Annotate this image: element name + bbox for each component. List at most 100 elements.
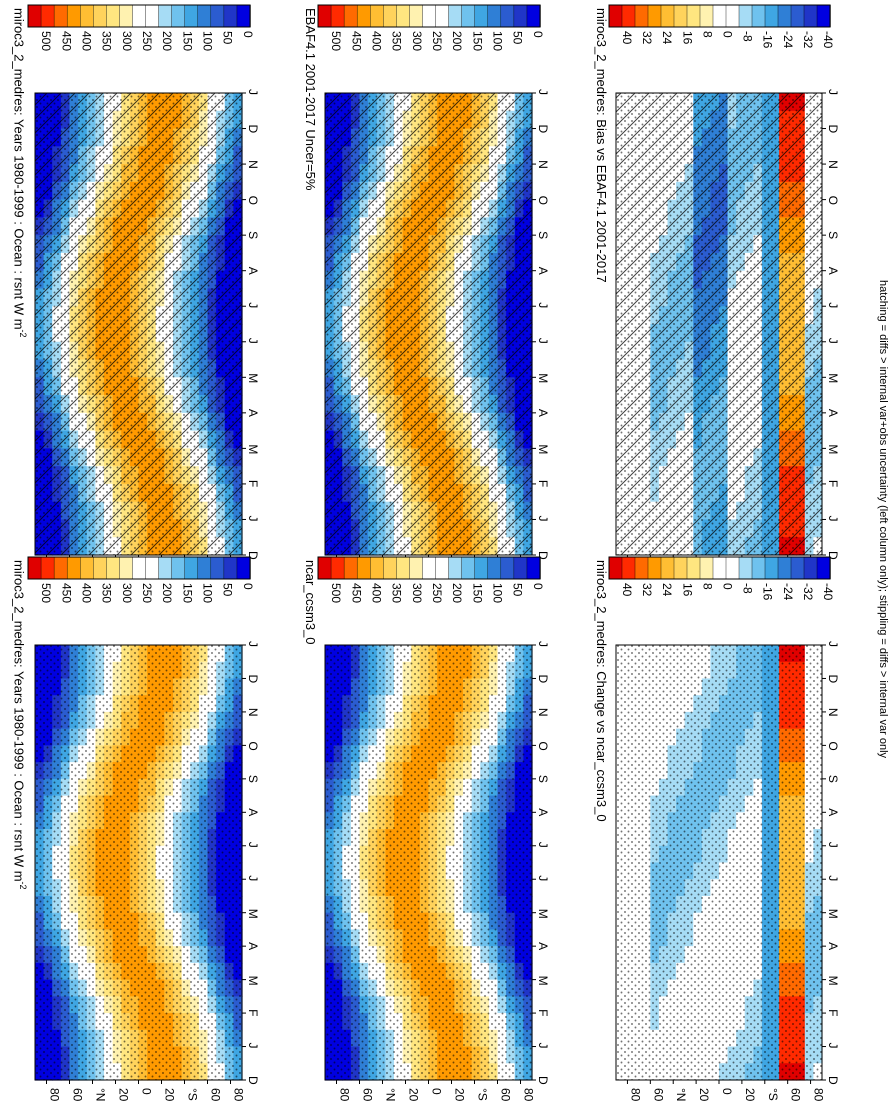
x-tick-label: A	[826, 808, 840, 816]
colorbar-swatch	[634, 4, 649, 28]
y-tick-label: 60	[789, 1088, 803, 1102]
colorbar-label: 200	[160, 583, 174, 603]
x-tick-label: A	[536, 409, 550, 417]
colorbar-swatch	[184, 4, 199, 28]
colorbar-label: 32	[640, 31, 654, 45]
y-tick-label: 60	[209, 1088, 223, 1102]
x-tick-label: M	[246, 444, 260, 454]
colorbar-swatch	[725, 4, 740, 28]
x-tick-label: M	[536, 444, 550, 454]
colorbar-label: 250	[140, 31, 154, 51]
colorbar-label: 400	[79, 31, 93, 51]
colorbar-swatch	[526, 556, 541, 580]
colorbar-swatch	[330, 556, 345, 580]
x-tick-label: J	[826, 302, 840, 308]
colorbar-label: 16	[680, 583, 694, 597]
y-tick-label: 60	[71, 1088, 85, 1102]
x-tick-label: M	[246, 373, 260, 383]
colorbar-swatch	[66, 4, 81, 28]
panel-p2: 8060°N20020°S6080DJFMAMJJASONDJ500450400…	[317, 4, 550, 577]
colorbar-swatch	[343, 556, 358, 580]
colorbar-label: 250	[140, 583, 154, 603]
colorbar-swatch	[738, 4, 753, 28]
x-tick-label: M	[246, 909, 260, 919]
colorbar-swatch	[330, 4, 345, 28]
colorbar-swatch	[236, 556, 251, 580]
x-tick-label: N	[246, 708, 260, 717]
x-tick-label: S	[536, 231, 550, 239]
panel-title-text: miroc3_2_medres: Bias vs EBAF4.1 2001-20…	[594, 8, 609, 283]
colorbar-swatch	[712, 4, 727, 28]
y-tick-label: 80	[338, 1088, 352, 1102]
x-tick-label: O	[536, 196, 550, 205]
x-tick-label: S	[536, 775, 550, 783]
colorbar-label: 0	[531, 31, 545, 38]
x-tick-label: S	[246, 775, 260, 783]
colorbar-frame	[317, 556, 541, 580]
colorbar-swatch	[526, 4, 541, 28]
colorbar-label: 200	[450, 583, 464, 603]
y-tick-label: 20	[407, 1088, 421, 1102]
x-tick-label: A	[246, 942, 260, 950]
x-tick-label: N	[826, 708, 840, 717]
colorbar-label: 50	[221, 31, 235, 45]
x-tick-label: J	[826, 338, 840, 344]
colorbar-swatch	[803, 556, 818, 580]
colorbar-label: 350	[390, 31, 404, 51]
x-tick-label: J	[246, 302, 260, 308]
x-tick-label: A	[536, 808, 550, 816]
colorbar-label: 50	[511, 31, 525, 45]
colorbar-swatch	[383, 556, 398, 580]
colorbar-swatch	[790, 4, 805, 28]
colorbar-swatch	[764, 4, 779, 28]
colorbar-label: 300	[410, 31, 424, 51]
colorbar-label: 40	[620, 583, 634, 597]
colorbar-swatch	[474, 556, 489, 580]
x-tick-label: J	[826, 641, 840, 647]
stipple-overlay	[325, 645, 532, 1080]
panel-title-text: miroc3_2_medres: Years 1980-1999 : Ocean…	[11, 8, 27, 330]
x-tick-label: J	[246, 641, 260, 647]
x-tick-label: F	[536, 1009, 550, 1016]
x-tick-label: D	[826, 125, 840, 134]
colorbar-label: 400	[369, 31, 383, 51]
colorbar-swatch	[686, 4, 701, 28]
x-tick-label: J	[826, 1043, 840, 1049]
colorbar-swatch	[461, 4, 476, 28]
x-tick-label: J	[536, 515, 550, 521]
x-tick-label: D	[536, 125, 550, 134]
y-tick-label: 80	[812, 1088, 826, 1102]
colorbar-label: 250	[430, 583, 444, 603]
y-tick-label: 60	[651, 1088, 665, 1102]
colorbar-swatch	[145, 556, 160, 580]
colorbar-swatch	[777, 4, 792, 28]
x-tick-label: F	[246, 1009, 260, 1016]
colorbar-label: 350	[100, 583, 114, 603]
colorbar-swatch	[356, 4, 371, 28]
colorbar-swatch	[145, 4, 160, 28]
colorbar-label: -24	[781, 31, 795, 49]
colorbar-p1: 500 450 400 350 300 250 200 150 100 50 0	[27, 556, 255, 603]
x-tick-label: A	[246, 808, 260, 816]
colorbar-label: 0	[531, 583, 545, 590]
x-tick-label: J	[826, 842, 840, 848]
colorbar-swatch	[725, 556, 740, 580]
colorbar-swatch	[197, 556, 212, 580]
panel-title-p1: miroc3_2_medres: Years 1980-1999 : Ocean…	[12, 560, 28, 890]
colorbar-label: 500	[329, 31, 343, 51]
colorbar-swatch	[223, 556, 238, 580]
colorbar-label: 150	[180, 583, 194, 603]
colorbar-swatch	[132, 4, 147, 28]
x-tick-label: N	[536, 160, 550, 169]
x-tick-label: J	[246, 875, 260, 881]
x-tick-label: J	[536, 338, 550, 344]
x-tick-label: D	[536, 674, 550, 683]
colorbar-label: 300	[120, 583, 134, 603]
x-tick-label: D	[826, 674, 840, 683]
colorbar-label: 450	[349, 31, 363, 51]
colorbar-label: 400	[79, 583, 93, 603]
colorbar-swatch	[448, 556, 463, 580]
colorbar-p3: 500 450 400 350 300 250 200 150 100 50 0	[317, 556, 545, 603]
x-tick-label: J	[246, 89, 260, 95]
